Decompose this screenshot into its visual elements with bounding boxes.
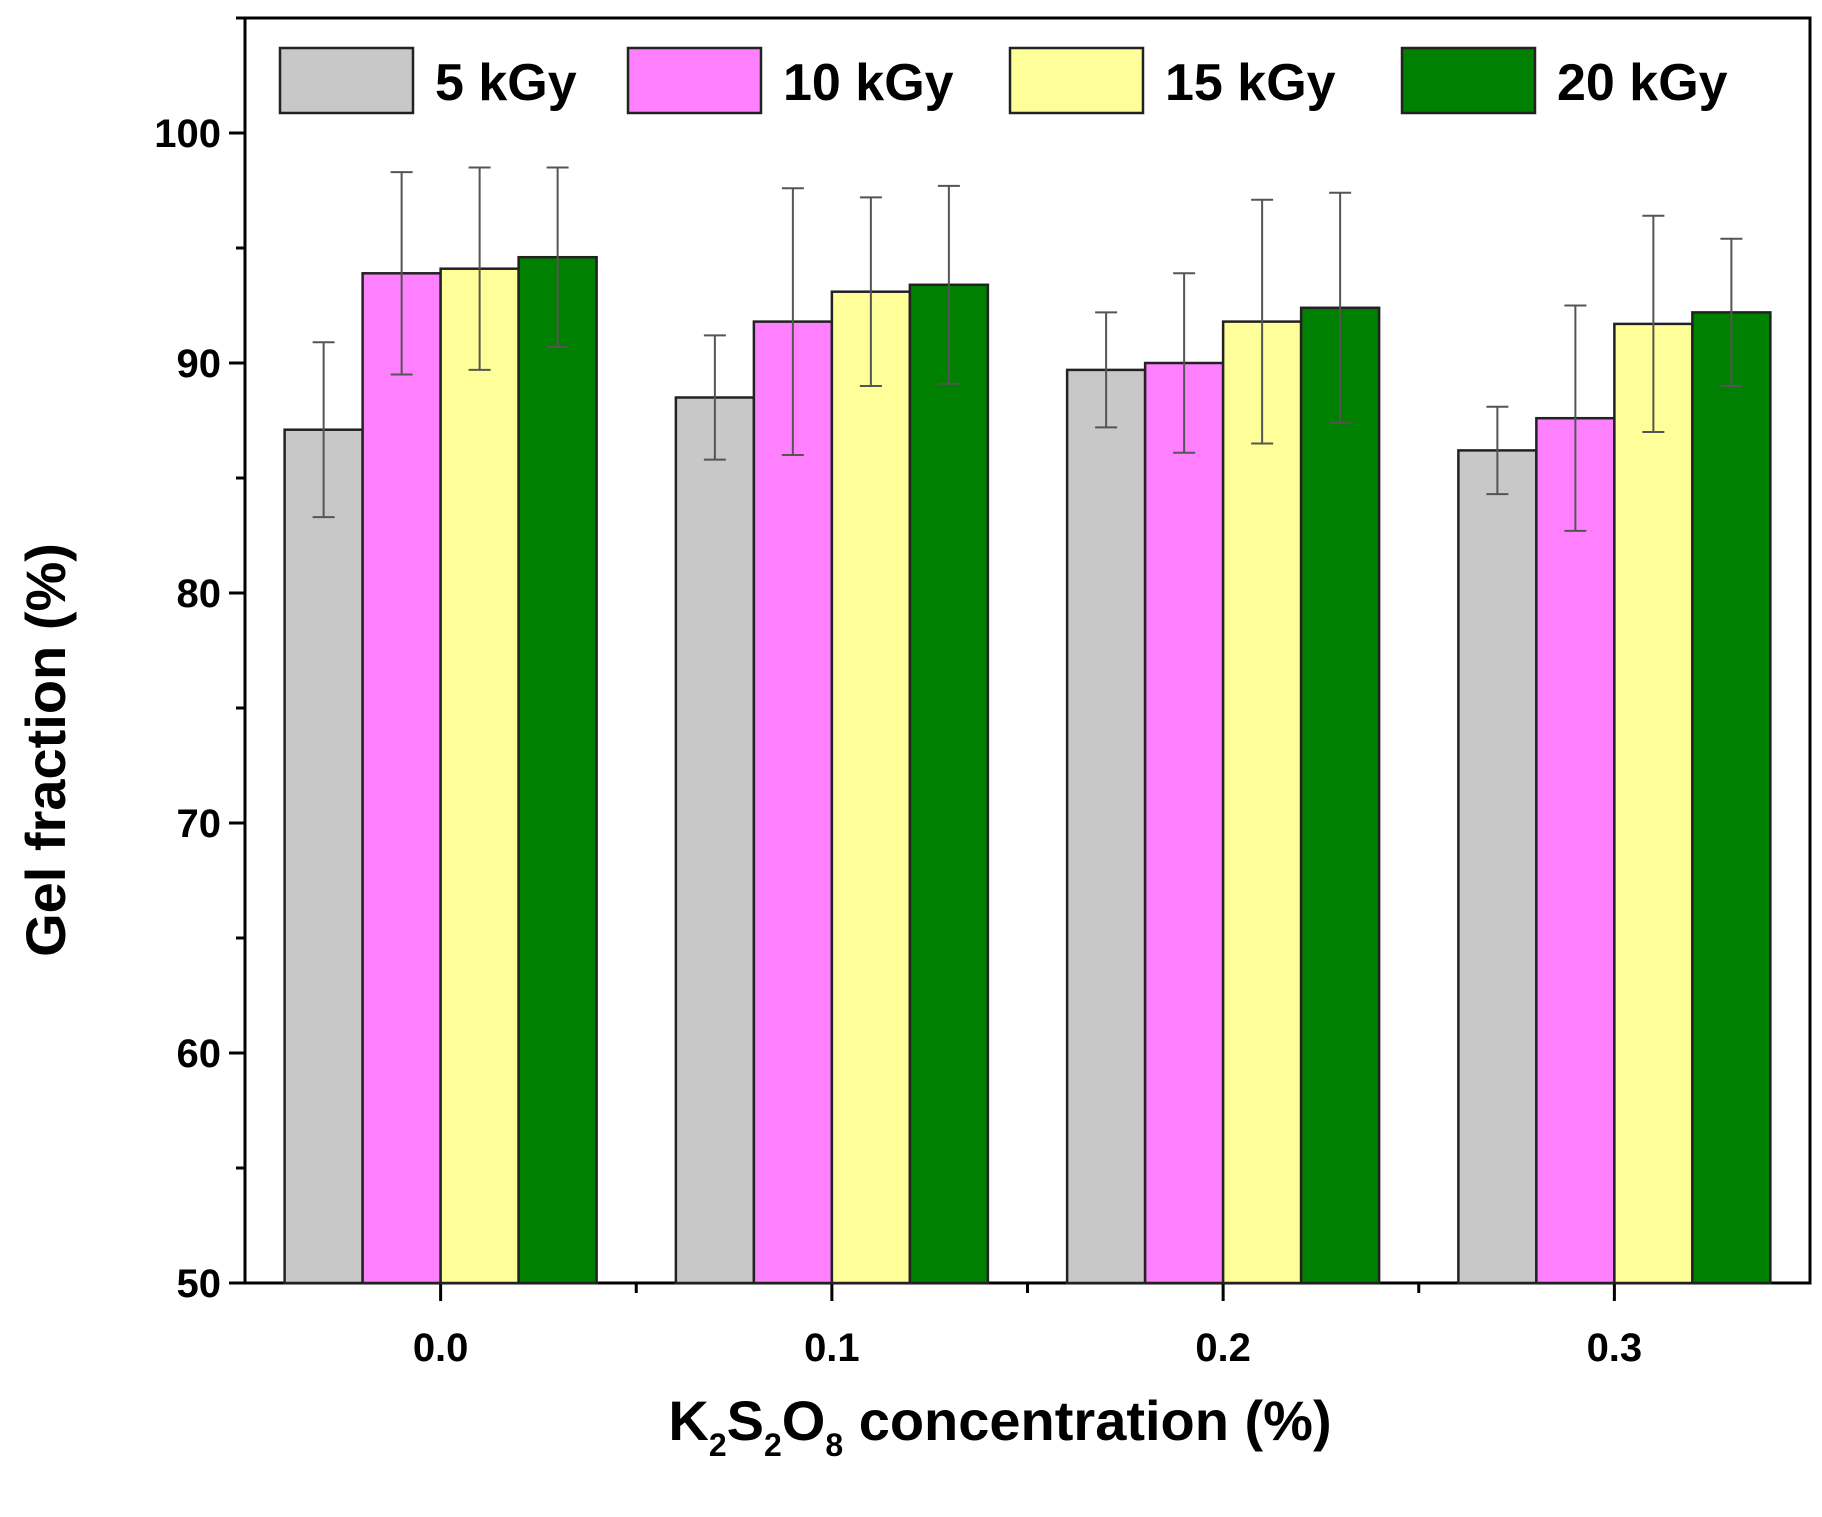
bar: [1691, 311, 1772, 1285]
bar: [1299, 306, 1381, 1285]
x-axis-title-tail: concentration (%): [843, 1389, 1331, 1452]
bar: [361, 272, 442, 1285]
bar: [1065, 368, 1147, 1285]
x-tick-label: 0.1: [804, 1326, 860, 1370]
bar: [674, 396, 756, 1285]
bar: [1221, 320, 1303, 1285]
bar: [1613, 322, 1694, 1285]
bar: [283, 428, 364, 1285]
y-axis-title: Gel fraction (%): [14, 543, 77, 957]
plot-area: 50 60 70 80 90 100 0.0 0.1 0.2 0.3 5 kGy 10 kGy 15 k…: [154, 16, 1812, 1370]
legend: 5 kGy 10 kGy 15 kGy 20 kGy: [278, 46, 1728, 115]
y-tick-label: 60: [177, 1032, 222, 1076]
legend-label: 15 kGy: [1165, 54, 1336, 112]
legend-swatch: [626, 46, 763, 115]
series-1: [361, 171, 1616, 1285]
bar: [830, 290, 912, 1285]
x-axis-title: K2S2O8 concentration (%): [668, 1389, 1331, 1463]
x-axis-title-sub-2: 2: [764, 1427, 782, 1463]
y-tick-label: 70: [177, 802, 222, 846]
bar: [1457, 449, 1538, 1285]
series-0: [283, 311, 1538, 1285]
legend-swatch: [1400, 46, 1537, 115]
legend-label: 5 kGy: [435, 54, 577, 112]
x-tick-label: 0.3: [1587, 1326, 1643, 1370]
y-tick-label: 90: [177, 342, 222, 386]
x-tick-label: 0.2: [1195, 1326, 1251, 1370]
x-axis-title-sub-1: 2: [709, 1427, 727, 1463]
x-axis-title-k: K: [668, 1389, 708, 1452]
legend-swatch: [278, 46, 415, 115]
y-tick-label: 100: [154, 112, 221, 156]
x-axis-title-sub-3: 8: [825, 1427, 843, 1463]
bar: [517, 255, 598, 1285]
bar: [908, 283, 990, 1285]
series-3: [517, 166, 1772, 1285]
bar: [439, 267, 520, 1285]
series-2: [439, 166, 1694, 1285]
x-axis-title-s: S: [727, 1389, 764, 1452]
x-tick-label: 0.0: [413, 1326, 469, 1370]
legend-label: 20 kGy: [1557, 54, 1728, 112]
legend-swatch: [1008, 46, 1145, 115]
legend-label: 10 kGy: [783, 54, 954, 112]
bar: [752, 320, 834, 1285]
bar: [1535, 416, 1616, 1285]
bar: [1143, 361, 1225, 1285]
y-tick-label: 80: [177, 572, 222, 616]
y-tick-label: 50: [177, 1262, 222, 1306]
x-axis-title-o: O: [782, 1389, 826, 1452]
